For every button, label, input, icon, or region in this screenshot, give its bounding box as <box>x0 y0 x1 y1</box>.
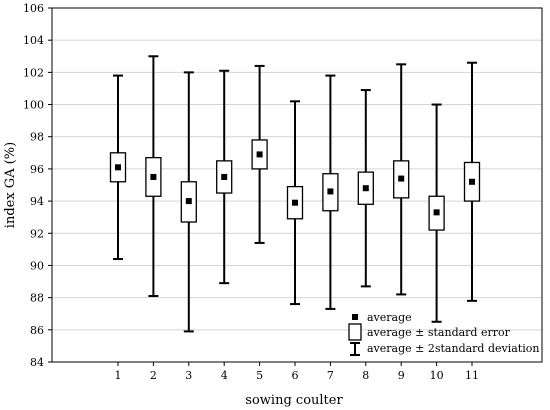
x-axis-label: sowing coulter <box>245 393 343 408</box>
legend-label-average: average <box>367 311 412 324</box>
y-tick-label: 90 <box>30 259 44 272</box>
mean-marker <box>185 198 192 205</box>
mean-marker <box>150 173 157 180</box>
x-tick-label: 1 <box>115 369 122 382</box>
y-tick-label: 88 <box>30 292 44 305</box>
legend-mean-marker <box>352 314 358 320</box>
legend-label-sd: average ± 2standard deviation <box>367 342 539 355</box>
legend: average average ± standard error average ±… <box>348 311 539 356</box>
y-tick-label: 94 <box>30 195 44 208</box>
x-tick-label: 7 <box>327 369 334 382</box>
mean-marker <box>362 185 369 192</box>
y-axis-label: index GA (%) <box>3 142 18 228</box>
x-tick-label: 8 <box>362 369 369 382</box>
y-tick-label: 96 <box>30 163 44 176</box>
y-tick-label: 84 <box>30 356 44 369</box>
mean-marker <box>256 151 263 158</box>
x-tick-label: 3 <box>185 369 192 382</box>
x-tick-label: 4 <box>221 369 228 382</box>
x-tick-label: 10 <box>430 369 444 382</box>
mean-marker <box>292 199 298 206</box>
x-tick-label: 11 <box>465 369 479 382</box>
mean-marker <box>115 164 121 171</box>
y-tick-label: 98 <box>30 131 44 144</box>
x-tick-label: 5 <box>256 369 263 382</box>
mean-marker <box>398 175 405 182</box>
y-tick-label: 86 <box>30 324 44 337</box>
mean-marker <box>327 188 334 195</box>
plot-area: 84 86 88 90 92 94 96 98 100 102 104 106 1 2 3 4 5 6 7 8 9 10 1… <box>23 2 543 382</box>
legend-box-marker <box>348 323 362 341</box>
y-tick-label: 92 <box>30 227 44 240</box>
y-tick-label: 102 <box>23 66 44 79</box>
y-tick-label: 100 <box>23 99 44 112</box>
mean-marker <box>221 173 228 180</box>
x-tick-label: 9 <box>398 369 405 382</box>
y-tick-label: 106 <box>23 2 44 15</box>
x-tick-label: 6 <box>292 369 299 382</box>
legend-label-se: average ± standard error <box>367 326 511 339</box>
x-tick-label: 2 <box>150 369 157 382</box>
mean-marker <box>469 178 475 185</box>
plot-border <box>51 7 543 363</box>
mean-marker <box>433 209 440 216</box>
y-tick-label: 104 <box>23 34 44 47</box>
